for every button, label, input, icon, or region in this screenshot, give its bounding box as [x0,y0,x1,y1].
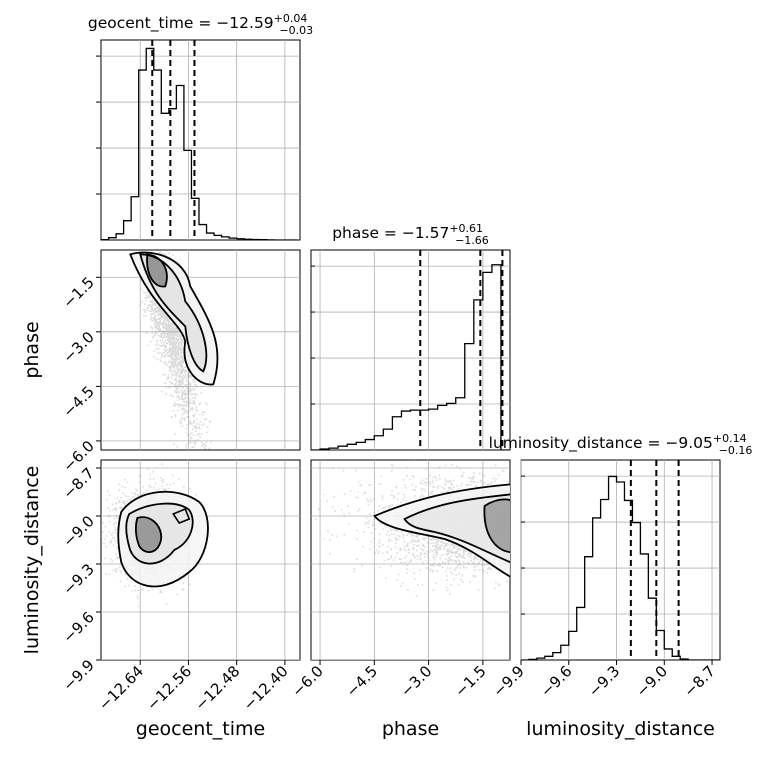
y-axis-label-phase: phase [21,321,43,378]
density-content [101,460,300,660]
title-plus: +0.14 [713,432,747,445]
x-tick-label-geocent_time: −12.48 [192,662,244,714]
x-tick-label-luminosity_distance: −9.3 [585,662,623,700]
x-tick-label-phase: −4.5 [343,662,381,700]
contour-line [172,507,191,524]
contour-line [373,483,510,578]
panel-frame [100,39,301,241]
x-tick-label-luminosity_distance: −8.7 [680,662,718,700]
density-content [311,460,510,660]
title-plus: +0.04 [274,12,308,25]
y-tick-label-phase: −3.0 [59,328,97,366]
scatter-points [135,251,212,450]
contour-line [129,251,219,386]
x-axis-label-geocent_time: geocent_time [136,718,265,740]
contour-line [117,490,209,588]
x-tick-label-luminosity_distance: −9.0 [633,662,671,700]
histogram-luminosity_distance [520,459,721,661]
y-tick-label-luminosity_distance: −9.3 [59,560,97,598]
panel-title-phase: phase = −1.57+0.61 −1.66 [332,222,489,247]
y-tick-label-luminosity_distance: −9.0 [59,512,97,550]
y-tick-label-luminosity_distance: −9.9 [59,656,97,694]
title-text: luminosity_distance = −9.05 [489,434,713,453]
histogram-step [521,475,720,660]
panel-title-geocent_time: geocent_time = −12.59+0.04 −0.03 [88,12,313,37]
x-tick-label-luminosity_distance: −9.6 [537,662,575,700]
x-tick-label-phase: −1.5 [451,662,489,700]
x-tick-label-phase: −3.0 [397,662,435,700]
density-fill [484,499,510,553]
y-tick-label-phase: −1.5 [59,273,97,311]
y-tick-label-phase: −4.5 [59,382,97,420]
panel-title-luminosity_distance: luminosity_distance = −9.05+0.14 −0.16 [489,432,753,457]
x-tick-label-geocent_time: −12.64 [95,662,147,714]
title-minus: −1.66 [455,234,489,247]
y-axis-label-luminosity_distance: luminosity_distance [21,466,43,655]
title-minus: −0.03 [279,24,313,37]
title-minus: −0.16 [719,444,753,457]
density-content [101,250,300,450]
title-text: geocent_time = −12.59 [88,14,274,33]
histogram-phase [310,249,511,451]
x-axis-label-luminosity_distance: luminosity_distance [526,718,715,740]
contour-line [139,253,208,373]
contour-line [483,498,510,553]
density-phase-luminosity_distance [310,459,511,661]
contour-line [146,253,168,288]
contour-line [135,516,163,553]
y-tick-label-luminosity_distance: −9.6 [59,608,97,646]
panel-frame [310,249,511,451]
x-tick-label-luminosity_distance: −9.9 [489,662,527,700]
histogram-step [311,264,510,450]
histogram-geocent_time [96,39,301,241]
title-plus: +0.61 [449,222,483,235]
contour-line [403,493,510,564]
title-text: phase = −1.57 [332,224,449,242]
x-tick-label-geocent_time: −12.56 [143,662,195,714]
x-tick-label-phase: −6.0 [288,662,326,700]
density-geocent_time-phase [100,249,301,451]
panel-frame [520,459,721,661]
x-tick-label-geocent_time: −12.40 [240,662,292,714]
x-axis-label-phase: phase [382,718,439,740]
histogram-step [101,47,297,240]
contour-line [125,502,194,565]
density-fill [135,517,162,553]
density-geocent_time-luminosity_distance [100,459,301,661]
